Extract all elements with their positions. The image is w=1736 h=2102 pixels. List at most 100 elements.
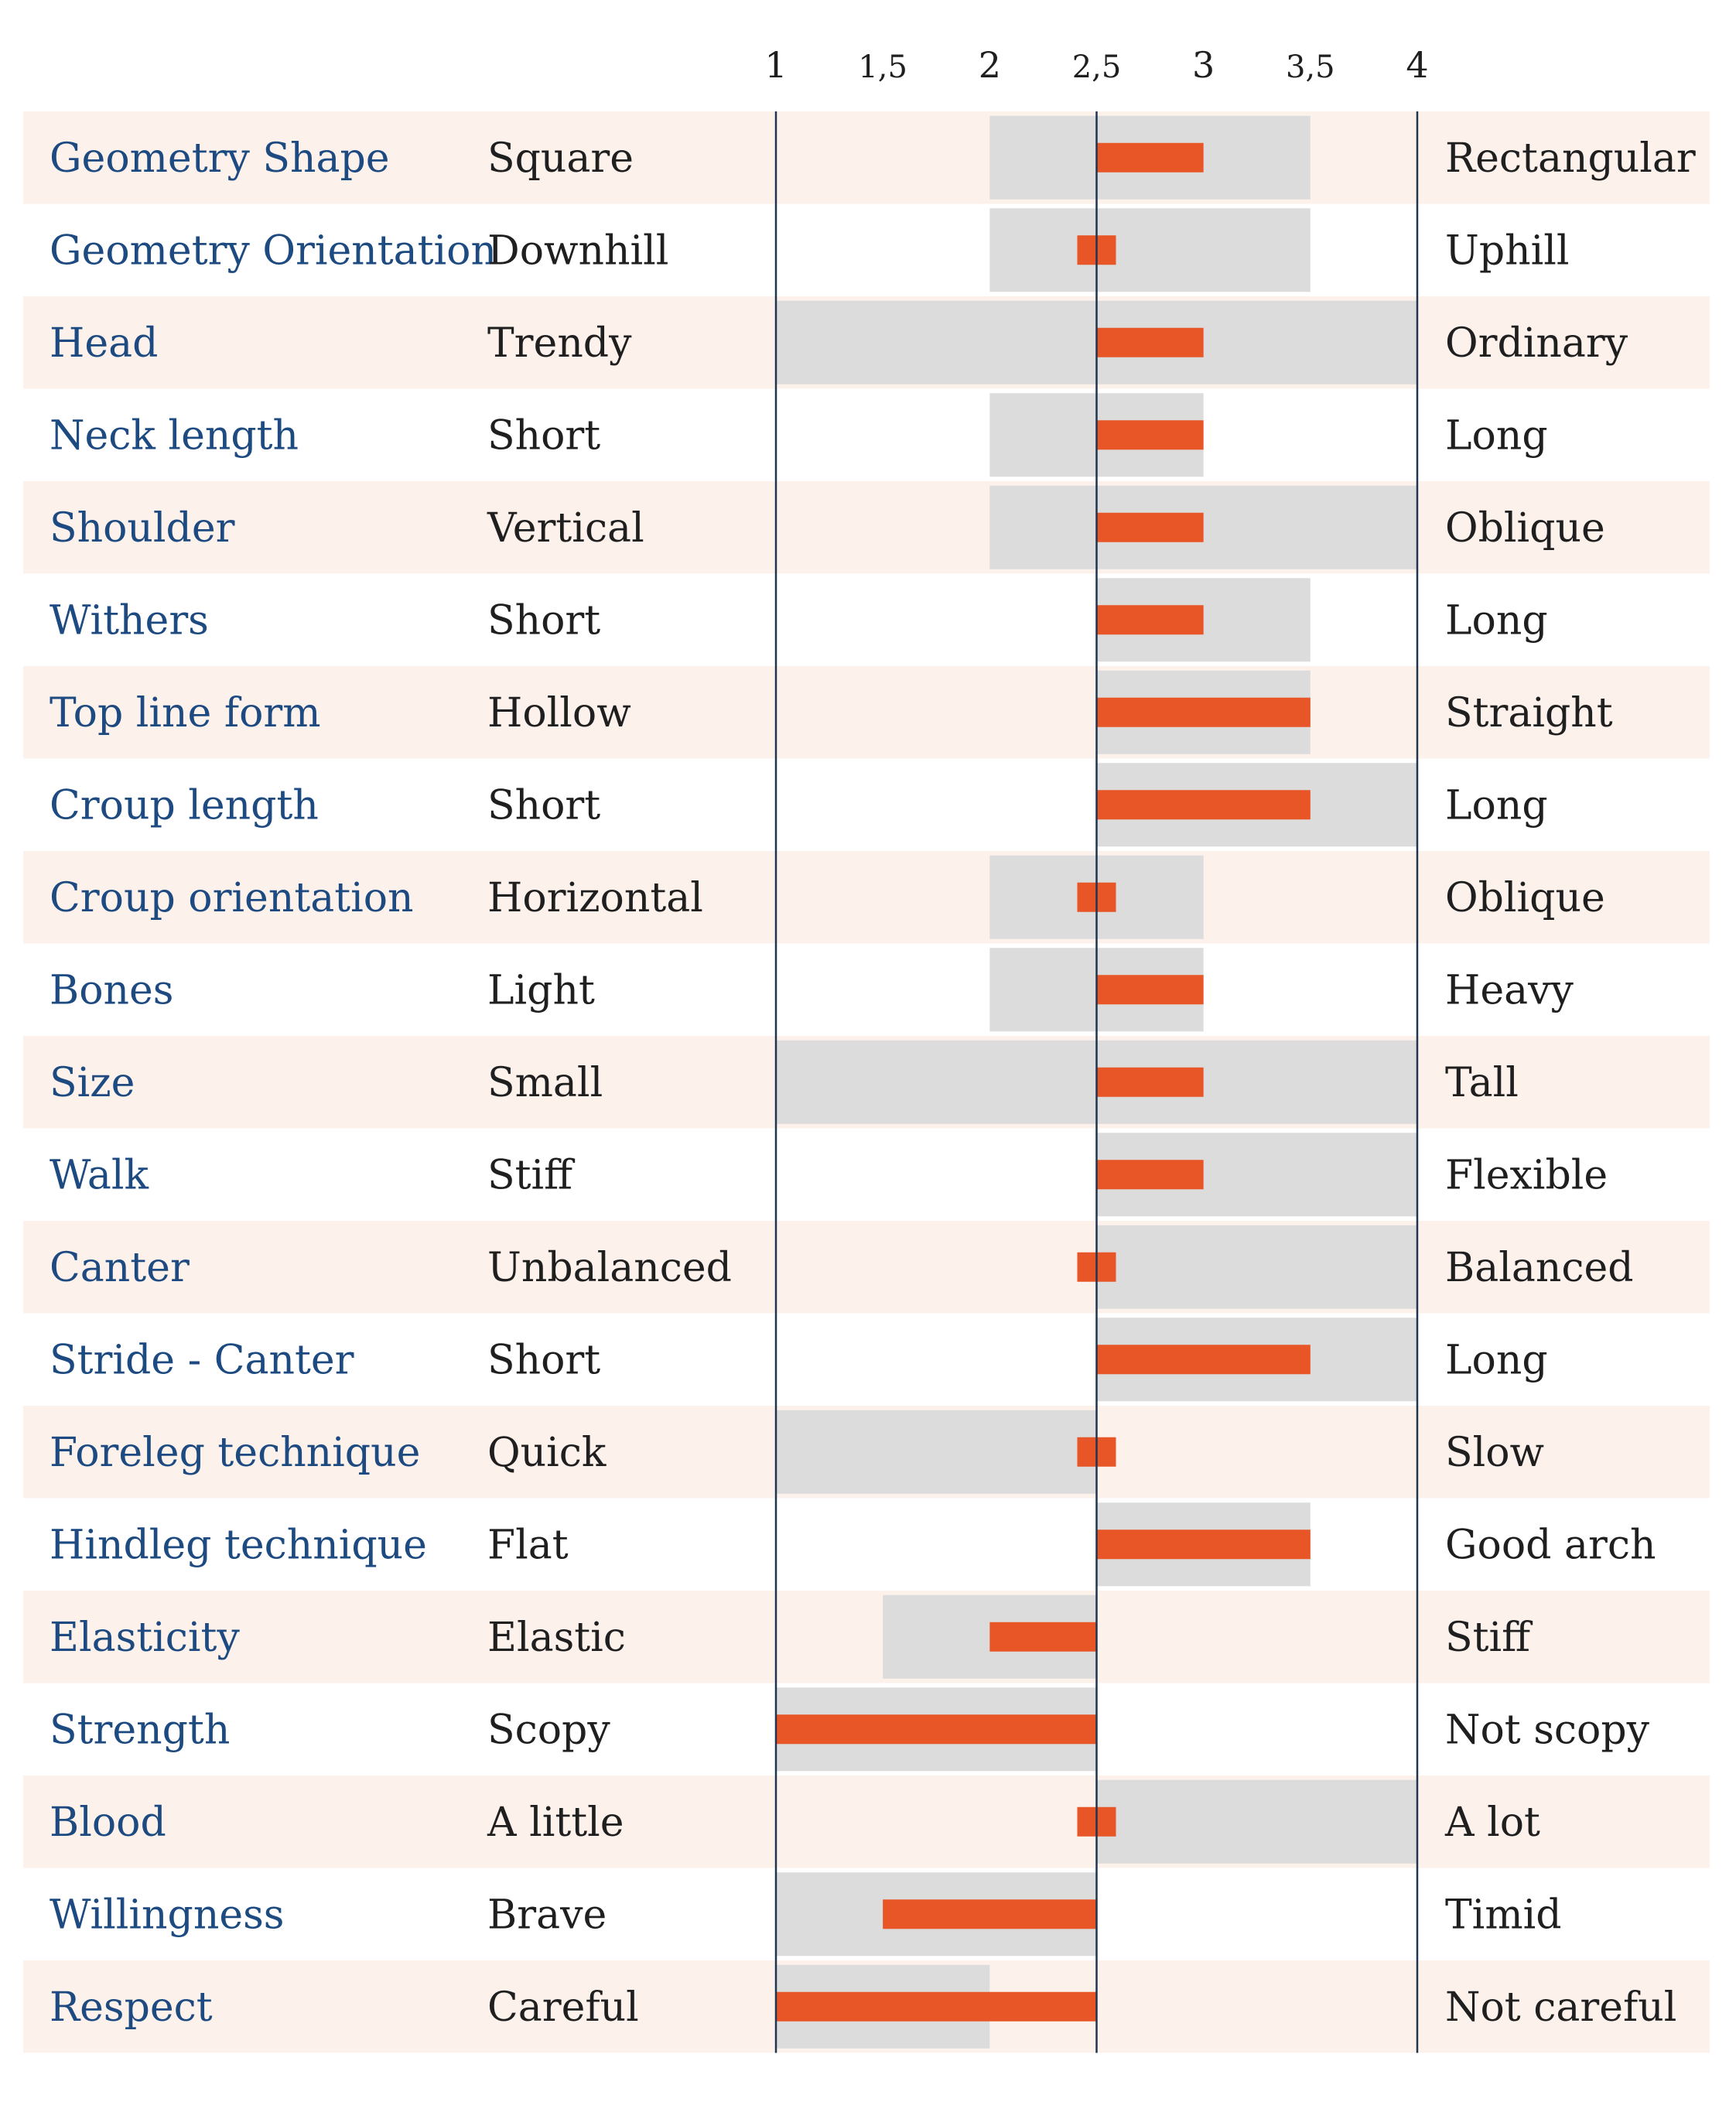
- row-right-label: Rectangular: [1445, 135, 1696, 182]
- row-name-label: Walk: [50, 1152, 149, 1198]
- range-bar: [989, 208, 1311, 292]
- row-right-label: Ordinary: [1445, 320, 1628, 367]
- row-name-label: Size: [50, 1060, 135, 1106]
- row-left-label: Careful: [487, 1984, 639, 2031]
- row-band: [23, 481, 1710, 574]
- row-right-label: Tall: [1445, 1060, 1519, 1106]
- row-left-label: Small: [487, 1060, 603, 1106]
- row-band: [23, 388, 1710, 481]
- row-left-label: Elastic: [487, 1615, 626, 1661]
- row-left-label: Flat: [487, 1522, 569, 1568]
- row-band: [23, 111, 1710, 204]
- row-right-label: Oblique: [1445, 505, 1605, 552]
- row-left-label: Unbalanced: [487, 1245, 732, 1291]
- row-right-label: Not scopy: [1445, 1707, 1650, 1753]
- row-right-label: Timid: [1445, 1892, 1562, 1938]
- row-left-label: Horizontal: [487, 875, 703, 921]
- tick-label: 3: [1192, 44, 1215, 86]
- row-bands: [23, 111, 1710, 2053]
- row-name-label: Top line form: [50, 690, 321, 737]
- row-band: [23, 203, 1710, 296]
- row-left-label: Short: [487, 782, 600, 829]
- axis-lines: [774, 111, 1419, 2053]
- row-right-label: Stiff: [1445, 1615, 1533, 1661]
- value-bar: [1096, 975, 1204, 1005]
- row-left-label: Scopy: [487, 1707, 610, 1753]
- row-name-label: Respect: [50, 1984, 213, 2031]
- value-bar: [1096, 420, 1204, 450]
- value-bar: [1096, 1067, 1204, 1097]
- row-right-label: Balanced: [1445, 1245, 1634, 1291]
- value-bars: [776, 142, 1311, 2022]
- row-right-label: Flexible: [1445, 1152, 1608, 1198]
- row-left-label: Trendy: [487, 320, 632, 367]
- range-bar: [776, 1410, 1097, 1494]
- row-name-label: Foreleg technique: [50, 1430, 420, 1476]
- row-right-label: Long: [1445, 782, 1548, 829]
- tick-label: 2: [979, 44, 1001, 86]
- row-right-label: Good arch: [1445, 1522, 1656, 1568]
- row-right-label: Oblique: [1445, 875, 1605, 921]
- value-bar: [1096, 327, 1204, 357]
- row-left-label: Stiff: [487, 1152, 576, 1198]
- row-band: [23, 1776, 1710, 1868]
- row-name-label: Elasticity: [50, 1615, 240, 1661]
- row-name-label: Geometry Orientation: [50, 227, 497, 274]
- row-left-label: Quick: [487, 1430, 607, 1476]
- range-bar: [1096, 1779, 1417, 1864]
- range-bar: [1096, 1225, 1417, 1309]
- row-band: [23, 573, 1710, 666]
- row-name-label: Croup orientation: [50, 875, 414, 921]
- tick-label: 1,5: [858, 50, 907, 85]
- row-left-label: Brave: [487, 1892, 607, 1938]
- row-name-label: Hindleg technique: [50, 1522, 427, 1568]
- tick-label: 1: [764, 44, 787, 86]
- row-band: [23, 1221, 1710, 1314]
- row-name-label: Geometry Shape: [50, 135, 390, 182]
- row-name-label: Head: [50, 320, 158, 367]
- row-name-label: Withers: [50, 597, 209, 644]
- row-band: [23, 758, 1710, 851]
- row-right-label: Uphill: [1445, 227, 1570, 274]
- row-left-label: Downhill: [487, 227, 668, 274]
- row-band: [23, 943, 1710, 1036]
- row-band: [23, 666, 1710, 759]
- row-name-label: Neck length: [50, 412, 299, 459]
- row-labels: Geometry Shape Square Rectangular Geometry …: [50, 135, 1696, 2031]
- row-left-label: Short: [487, 412, 600, 459]
- row-right-label: Heavy: [1445, 967, 1574, 1013]
- value-bar: [776, 1714, 1097, 1745]
- value-bar: [776, 1991, 1097, 2022]
- row-band: [23, 1498, 1710, 1591]
- value-bar: [1096, 142, 1204, 173]
- tick-label: 4: [1406, 44, 1428, 86]
- value-bar: [1096, 790, 1311, 820]
- row-band: [23, 1591, 1710, 1683]
- row-band: [23, 1313, 1710, 1406]
- row-right-label: A lot: [1444, 1800, 1540, 1846]
- row-right-label: Straight: [1445, 690, 1613, 737]
- row-name-label: Stride - Canter: [50, 1337, 354, 1383]
- value-bar: [1096, 605, 1204, 635]
- tick-labels: 1 1,5 2 2,5 3 3,5 4: [764, 44, 1428, 86]
- row-band: [23, 1128, 1710, 1221]
- row-name-label: Shoulder: [50, 505, 235, 552]
- row-left-label: Hollow: [487, 690, 631, 737]
- row-right-label: Long: [1445, 597, 1548, 644]
- row-name-label: Strength: [50, 1707, 230, 1753]
- range-bar: [989, 485, 1417, 569]
- row-right-label: Slow: [1445, 1430, 1544, 1476]
- row-name-label: Canter: [50, 1245, 190, 1291]
- value-bar: [1096, 1530, 1311, 1560]
- row-right-label: Long: [1445, 412, 1548, 459]
- value-bar: [1096, 512, 1204, 542]
- value-bar: [1096, 1160, 1204, 1190]
- row-left-label: Short: [487, 1337, 600, 1383]
- row-left-label: Light: [487, 967, 595, 1013]
- row-name-label: Willingness: [50, 1892, 284, 1938]
- value-bar: [1096, 1345, 1311, 1375]
- row-left-label: Vertical: [487, 505, 644, 552]
- value-bar: [989, 1622, 1097, 1652]
- value-bar: [1096, 697, 1311, 727]
